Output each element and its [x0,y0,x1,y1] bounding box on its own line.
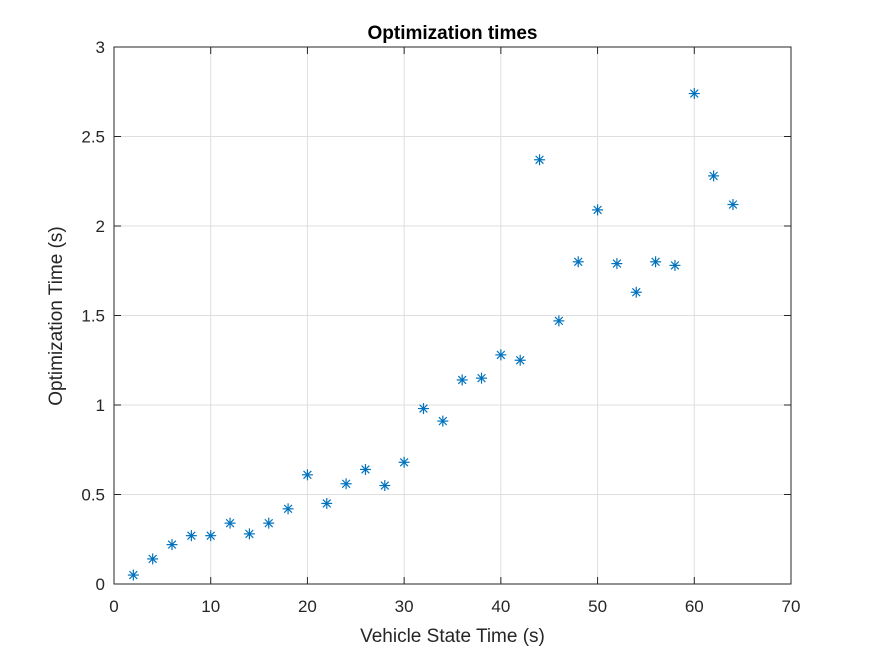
axis-ticks: 0 10 20 30 40 50 60 70 0 0.5 1 1.5 2 2.5 3 [81,38,800,616]
data-point [379,480,391,492]
y-tick-label: 2.5 [81,128,105,147]
data-point [282,503,294,515]
data-point [688,88,700,100]
data-point [456,374,468,386]
data-point [321,497,333,509]
data-point [495,349,507,361]
x-axis-label: Vehicle State Time (s) [360,626,545,647]
data-points [127,88,739,581]
x-tick-label: 40 [491,597,510,616]
data-point [476,372,488,384]
data-point [708,170,720,182]
y-tick-label: 3 [96,38,105,57]
y-tick-label: 0.5 [81,486,105,505]
x-tick-label: 10 [201,597,220,616]
y-tick-label: 0 [96,575,105,594]
y-tick-label: 2 [96,217,105,236]
y-tick-label: 1.5 [81,307,105,326]
data-point [727,199,739,211]
data-point [166,539,178,551]
x-tick-label: 30 [395,597,414,616]
x-tick-label: 70 [782,597,801,616]
data-point [147,553,159,565]
data-point [224,517,236,529]
data-point [611,258,623,270]
chart-title: Optimization times [368,23,538,44]
data-point [572,256,584,268]
y-tick-label: 1 [96,396,105,415]
data-point [534,154,546,166]
data-point [514,354,526,366]
x-tick-label: 50 [588,597,607,616]
x-tick-label: 20 [298,597,317,616]
data-point [398,456,410,468]
data-point [592,204,604,216]
data-point [437,415,449,427]
data-point [417,403,429,415]
y-axis-label: Optimization Time (s) [46,226,67,405]
data-point [205,530,217,542]
data-point [340,478,352,490]
x-tick-label: 60 [685,597,704,616]
x-tick-label: 0 [109,597,118,616]
data-point [263,517,275,529]
data-point [669,259,681,271]
grid [113,46,792,585]
data-point [630,286,642,298]
data-point [127,569,139,581]
data-point [301,469,313,481]
data-point [650,256,662,268]
data-point [553,315,565,327]
data-point [185,530,197,542]
data-point [243,528,255,540]
data-point [359,463,371,475]
